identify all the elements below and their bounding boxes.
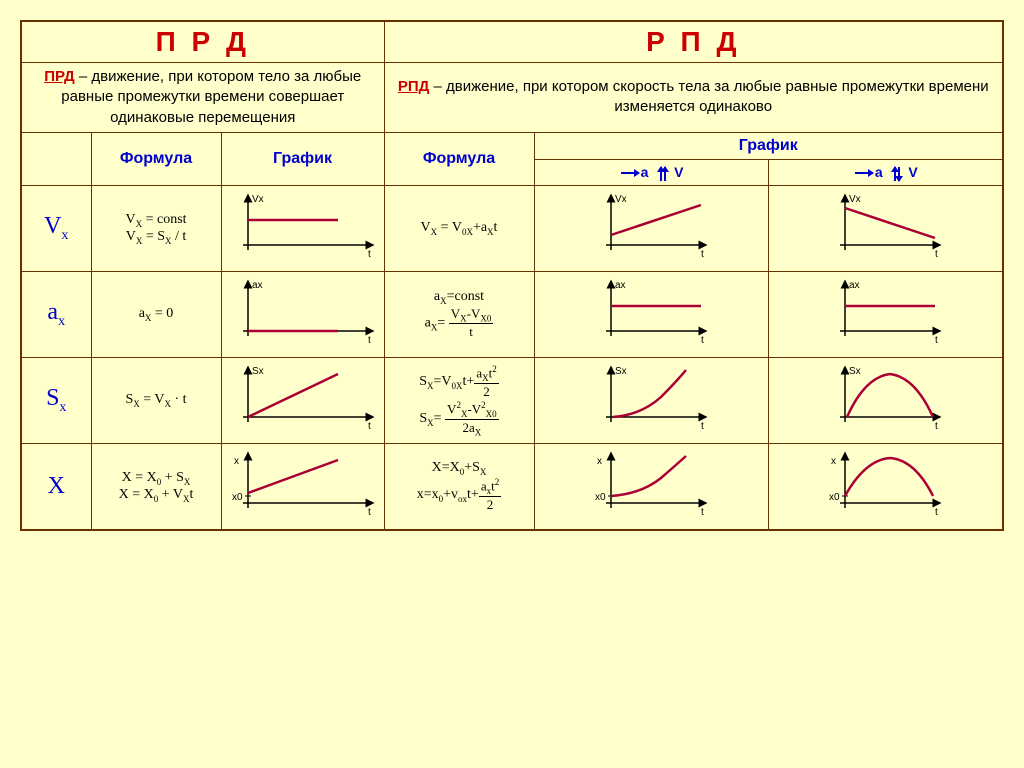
chart-rpd-vx-up: Vx t [534,186,768,272]
definition-prd: ПРД – движение, при котором тело за любы… [21,63,384,133]
colhdr-graph-right: График [534,132,1003,159]
colhdr-formula-right: Формула [384,132,534,185]
formula-prd-ax: aX = 0 [91,272,221,358]
rowlabel-vx: Vx [21,186,91,272]
row-vx: Vx VX = constVX = SX / t Vx t VX = V0X+aX… [21,186,1003,272]
svg-text:t: t [701,507,704,518]
row-ax: ax aX = 0 ax t aX=constaX= VX-VX0t ax t ax… [21,272,1003,358]
abbr-rpd: РПД [398,78,429,95]
svg-text:ax: ax [615,280,626,291]
v-label: V [674,164,683,180]
svg-text:t: t [935,507,938,518]
svg-text:Vx: Vx [615,194,627,205]
svg-text:Sx: Sx [252,366,264,377]
svg-text:t: t [935,421,938,432]
svg-text:x: x [234,456,239,467]
header-prd: П Р Д [21,21,384,63]
svg-text:Sx: Sx [849,366,861,377]
rowlabel-sx: Sx [21,358,91,444]
arrow-a-right-icon [855,172,873,174]
svg-text:Vx: Vx [252,194,264,205]
formula-rpd-x: X=X0+SXx=x0+voxt+axt22 [384,444,534,531]
svg-text:ax: ax [849,280,860,291]
formula-prd-vx: VX = constVX = SX / t [91,186,221,272]
a-label: a [875,164,883,180]
svg-text:x0: x0 [232,492,243,503]
svg-text:Sx: Sx [615,366,627,377]
definition-rpd: РПД – движение, при котором скорость тел… [384,63,1003,133]
row-x: X X = X0 + SXX = X0 + VXt x x0 t X=X0+SXx=… [21,444,1003,531]
colhdr-formula-left: Формула [91,132,221,185]
arrow-down-icon [898,167,900,181]
svg-text:t: t [368,249,371,260]
formula-prd-sx: SX = VX · t [91,358,221,444]
svg-text:t: t [701,335,704,346]
row-sx: Sx SX = VX · t Sx t SX=V0Xt+aXt22SX= V2X-… [21,358,1003,444]
chart-rpd-ax-down: ax t [768,272,1003,358]
colhdr-graph-left: График [221,132,384,185]
def-prd-text: – движение, при котором тело за любые ра… [61,68,361,126]
arrow-up-icon [664,167,666,181]
svg-text:x0: x0 [595,492,606,503]
v-label: V [908,164,917,180]
subhdr-av-same: a V [534,159,768,185]
chart-prd-x: x x0 t [221,444,384,531]
chart-rpd-sx-down: Sx t [768,358,1003,444]
svg-text:t: t [368,421,371,432]
svg-text:x0: x0 [829,492,840,503]
svg-text:t: t [701,421,704,432]
svg-text:x: x [597,456,602,467]
arrow-a-right-icon [621,172,639,174]
svg-text:ax: ax [252,280,263,291]
svg-text:t: t [935,335,938,346]
abbr-prd: ПРД [44,68,75,85]
chart-prd-sx: Sx t [221,358,384,444]
header-rpd: Р П Д [384,21,1003,63]
chart-prd-ax: ax t [221,272,384,358]
rowlabel-x: X [21,444,91,531]
chart-rpd-sx-up: Sx t [534,358,768,444]
formula-rpd-vx: VX = V0X+aXt [384,186,534,272]
formula-rpd-sx: SX=V0Xt+aXt22SX= V2X-V2X02aX [384,358,534,444]
chart-rpd-vx-down: Vx t [768,186,1003,272]
chart-rpd-x-down: x x0 t [768,444,1003,531]
svg-text:t: t [368,507,371,518]
svg-text:x: x [831,456,836,467]
a-label: a [641,164,649,180]
subhdr-av-opposite: a V [768,159,1003,185]
chart-prd-vx: Vx t [221,186,384,272]
svg-text:t: t [701,249,704,260]
rowlabel-ax: ax [21,272,91,358]
def-rpd-text: – движение, при котором скорость тела за… [429,78,988,115]
formula-prd-x: X = X0 + SXX = X0 + VXt [91,444,221,531]
svg-text:Vx: Vx [849,194,861,205]
svg-text:t: t [935,249,938,260]
formula-rpd-ax: aX=constaX= VX-VX0t [384,272,534,358]
chart-rpd-x-up: x x0 t [534,444,768,531]
svg-text:t: t [368,335,371,346]
chart-rpd-ax-up: ax t [534,272,768,358]
comparison-table: П Р Д Р П Д ПРД – движение, при котором … [20,20,1004,531]
